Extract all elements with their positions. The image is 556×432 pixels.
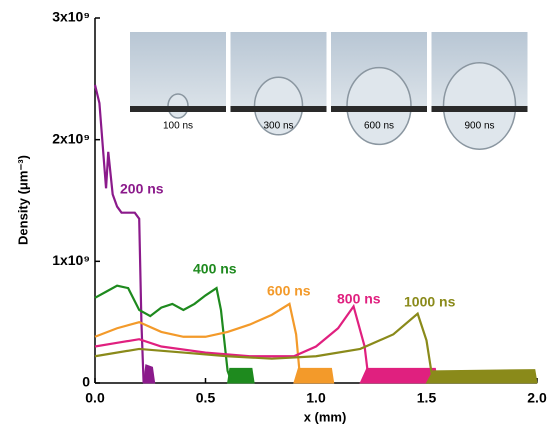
x-tick-label: 1.0 <box>306 390 326 406</box>
series-label: 600 ns <box>267 283 311 299</box>
y-tick-label: 0 <box>82 374 90 390</box>
inset-label: 100 ns <box>163 121 193 132</box>
series-line <box>95 85 144 383</box>
substrate <box>231 106 327 112</box>
substrate <box>432 106 528 112</box>
series-label: 200 ns <box>120 181 164 197</box>
series-label: 400 ns <box>193 261 237 277</box>
x-tick-label: 2.0 <box>527 390 547 406</box>
front-area <box>360 368 437 383</box>
x-tick-label: 0.5 <box>196 390 216 406</box>
inset-label: 900 ns <box>464 121 494 132</box>
y-axis-label: Density (μm⁻³) <box>15 155 30 245</box>
x-tick-label: 1.5 <box>417 390 437 406</box>
substrate <box>130 106 226 112</box>
y-tick-label: 1x10⁹ <box>52 252 90 268</box>
y-tick-label: 2x10⁹ <box>52 130 90 146</box>
front-area <box>144 365 155 383</box>
series-line <box>95 304 301 383</box>
chart: x (mm) Density (μm⁻³) 100 ns 300 ns 600 ns… <box>0 0 556 432</box>
x-tick-label: 0.0 <box>85 390 105 406</box>
y-tick-label: 3x10⁹ <box>52 9 90 25</box>
front-area <box>427 370 538 383</box>
inset-label: 300 ns <box>263 121 293 132</box>
series-label: 1000 ns <box>404 294 456 310</box>
series-label: 800 ns <box>337 291 381 307</box>
substrate <box>331 106 427 112</box>
inset-label: 600 ns <box>364 121 394 132</box>
x-axis-label: x (mm) <box>304 409 347 424</box>
